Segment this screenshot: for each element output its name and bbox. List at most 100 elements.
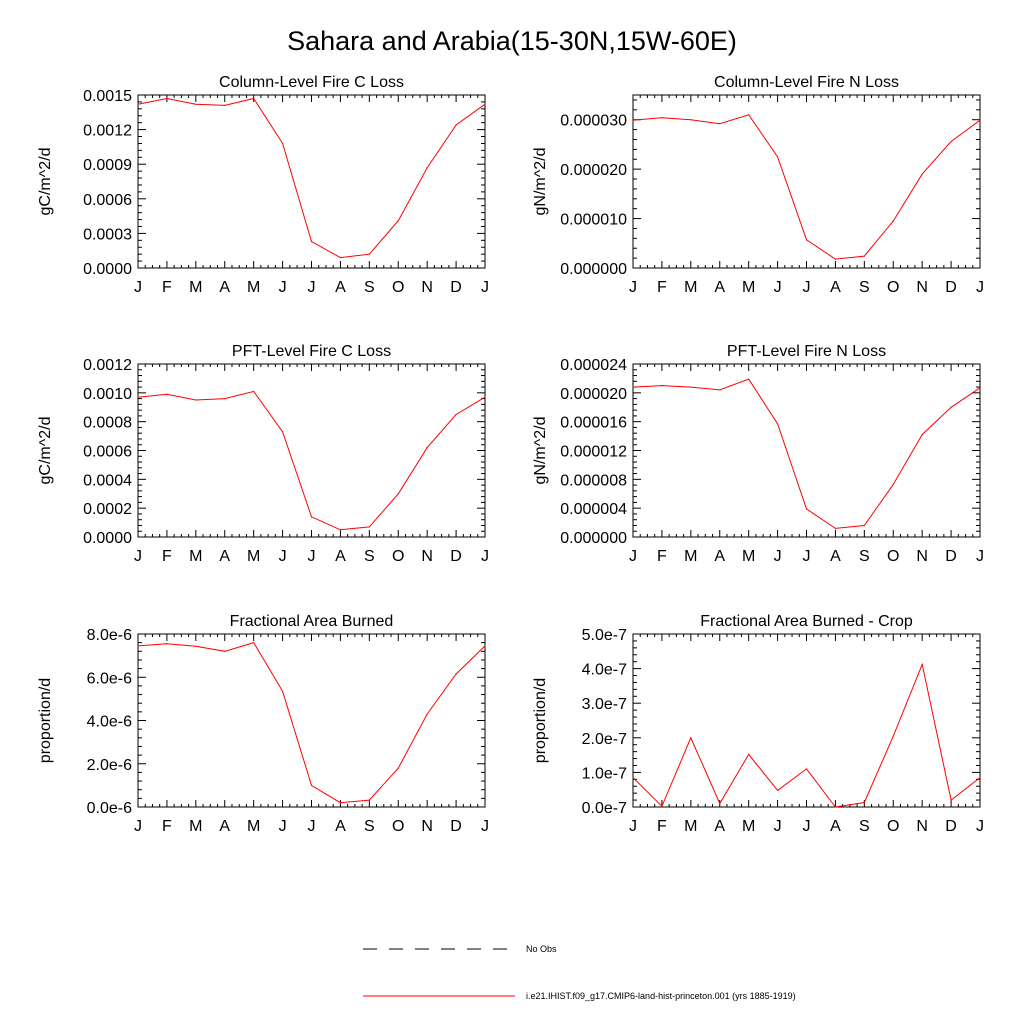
- x-tick-label: A: [714, 818, 725, 835]
- y-tick-label: 2.0e-6: [87, 757, 132, 774]
- y-axis-label: proportion/d: [532, 678, 549, 763]
- x-tick-label: J: [803, 548, 811, 565]
- x-tick-label: A: [714, 279, 725, 296]
- data-point: [632, 776, 634, 779]
- x-tick-label: J: [774, 548, 782, 565]
- panel-title: Fractional Area Burned: [230, 613, 394, 630]
- data-point: [397, 493, 399, 495]
- x-tick-label: O: [392, 279, 404, 296]
- y-tick-label: 0.000000: [560, 530, 627, 547]
- y-tick-label: 0.0006: [83, 192, 132, 209]
- x-tick-label: S: [364, 548, 375, 565]
- data-point: [748, 378, 750, 380]
- data-point: [748, 753, 750, 756]
- y-tick-label: 4.0e-6: [87, 714, 132, 731]
- series-line: [632, 114, 981, 260]
- x-tick-label: F: [657, 818, 667, 835]
- data-point: [281, 690, 284, 692]
- panel-title: PFT-Level Fire C Loss: [232, 343, 391, 360]
- x-tick-label: J: [279, 818, 287, 835]
- x-tick-label: S: [859, 818, 870, 835]
- data-point: [339, 529, 342, 531]
- data-point: [455, 413, 457, 416]
- x-tick-label: F: [162, 818, 172, 835]
- data-point: [979, 387, 981, 389]
- data-point: [397, 767, 399, 769]
- data-point: [339, 257, 342, 259]
- y-tick-label: 0.0015: [83, 88, 132, 105]
- data-point: [310, 516, 313, 518]
- y-tick-label: 0.000024: [560, 357, 627, 374]
- x-tick-label: A: [830, 818, 841, 835]
- data-point: [776, 789, 779, 791]
- x-tick-label: J: [308, 548, 316, 565]
- data-point: [195, 645, 197, 647]
- x-tick-label: J: [308, 818, 316, 835]
- data-point: [719, 123, 721, 125]
- data-point: [368, 799, 370, 801]
- data-point: [979, 119, 981, 121]
- x-tick-label: N: [421, 279, 433, 296]
- data-point: [166, 97, 168, 100]
- data-point: [166, 393, 168, 395]
- data-point: [950, 140, 952, 143]
- x-tick-label: J: [803, 818, 811, 835]
- x-tick-label: J: [279, 279, 287, 296]
- plot-frame: [137, 633, 486, 808]
- plot-frame: [632, 633, 981, 808]
- data-point: [776, 156, 779, 158]
- x-tick-label: J: [976, 548, 984, 565]
- x-tick-label: M: [684, 548, 697, 565]
- legend-no-obs-label: No Obs: [526, 944, 557, 954]
- data-point: [690, 119, 692, 121]
- x-tick-label: O: [887, 548, 899, 565]
- legend-model-label: i.e21.IHIST.f09_g17.CMIP6-land-hist-prin…: [526, 991, 796, 1001]
- y-tick-label: 1.0e-7: [582, 765, 627, 782]
- y-tick-label: 0.0e-6: [87, 800, 132, 817]
- data-point: [863, 801, 865, 804]
- data-point: [921, 663, 923, 666]
- x-tick-label: A: [335, 279, 346, 296]
- data-point: [805, 239, 808, 241]
- figure-title: Sahara and Arabia(15-30N,15W-60E): [287, 26, 737, 56]
- data-point: [805, 508, 808, 510]
- data-point: [863, 255, 865, 257]
- data-point: [253, 642, 255, 644]
- data-point: [834, 527, 837, 529]
- data-point: [455, 673, 457, 675]
- data-point: [281, 142, 284, 145]
- x-tick-label: D: [450, 818, 462, 835]
- data-point: [224, 650, 226, 652]
- legend: No Obs i.e21.IHIST.f09_g17.CMIP6-land-hi…: [363, 944, 796, 1001]
- x-tick-label: A: [219, 548, 230, 565]
- data-point: [484, 396, 486, 398]
- x-tick-label: S: [859, 548, 870, 565]
- data-point: [310, 240, 313, 243]
- y-tick-label: 0.000030: [560, 113, 627, 130]
- y-tick-label: 0.000012: [560, 444, 627, 461]
- data-point: [661, 385, 663, 387]
- data-point: [661, 805, 663, 807]
- data-point: [310, 784, 313, 786]
- data-point: [834, 806, 837, 808]
- data-point: [863, 524, 865, 527]
- x-tick-label: M: [684, 818, 697, 835]
- y-tick-label: 5.0e-7: [582, 627, 627, 644]
- data-point: [368, 526, 370, 528]
- x-tick-label: M: [189, 818, 202, 835]
- plot-frame: [137, 363, 486, 538]
- x-tick-label: A: [219, 818, 230, 835]
- x-tick-label: J: [774, 818, 782, 835]
- x-tick-label: N: [916, 548, 928, 565]
- x-tick-label: A: [335, 548, 346, 565]
- y-tick-label: 0.000020: [560, 386, 627, 403]
- series-line: [137, 97, 486, 259]
- data-point: [834, 258, 837, 260]
- data-point: [397, 220, 399, 222]
- data-point: [776, 423, 779, 425]
- data-point: [979, 776, 981, 779]
